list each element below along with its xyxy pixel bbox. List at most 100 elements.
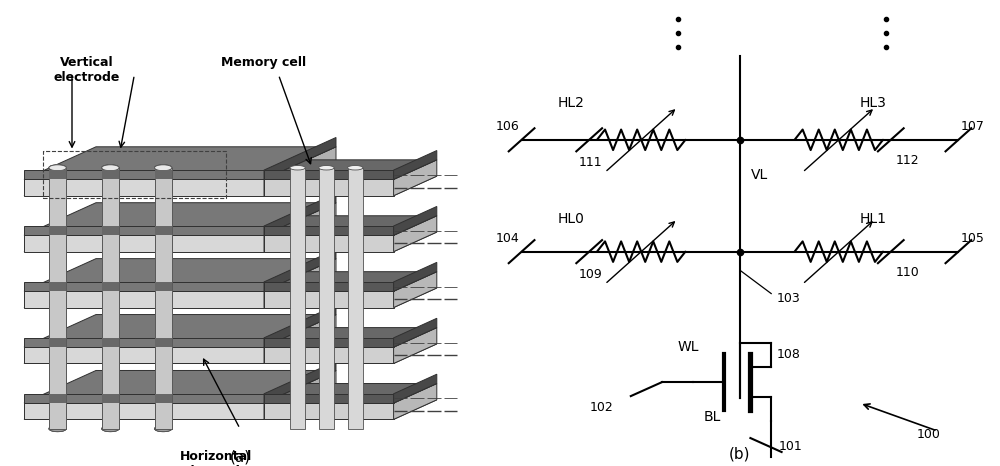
- Polygon shape: [155, 226, 172, 235]
- Polygon shape: [49, 338, 66, 347]
- Polygon shape: [264, 394, 394, 403]
- Polygon shape: [264, 338, 394, 347]
- Polygon shape: [102, 394, 119, 403]
- Polygon shape: [264, 282, 394, 291]
- Polygon shape: [24, 370, 336, 403]
- Polygon shape: [155, 170, 172, 179]
- Ellipse shape: [102, 426, 119, 432]
- Polygon shape: [102, 170, 119, 179]
- Polygon shape: [264, 259, 336, 308]
- Polygon shape: [49, 338, 66, 347]
- Ellipse shape: [49, 426, 66, 432]
- Polygon shape: [49, 282, 66, 291]
- Polygon shape: [102, 338, 119, 347]
- Polygon shape: [24, 347, 264, 363]
- Ellipse shape: [155, 426, 172, 432]
- Polygon shape: [394, 272, 437, 308]
- Polygon shape: [24, 235, 264, 252]
- Polygon shape: [264, 137, 336, 179]
- Text: HL0: HL0: [558, 212, 585, 226]
- Ellipse shape: [155, 165, 172, 171]
- Polygon shape: [24, 394, 264, 403]
- Polygon shape: [394, 328, 437, 363]
- Polygon shape: [155, 338, 172, 347]
- Polygon shape: [24, 179, 264, 196]
- Polygon shape: [155, 170, 172, 179]
- Polygon shape: [102, 168, 119, 429]
- Text: 106: 106: [495, 120, 519, 133]
- Polygon shape: [264, 147, 336, 196]
- Ellipse shape: [102, 165, 119, 171]
- Text: Horizontal
electrode: Horizontal electrode: [180, 450, 252, 466]
- Polygon shape: [155, 394, 172, 403]
- Text: 101: 101: [779, 440, 803, 453]
- Ellipse shape: [155, 165, 172, 171]
- Polygon shape: [319, 168, 334, 429]
- Polygon shape: [49, 394, 66, 403]
- Polygon shape: [24, 275, 336, 308]
- Text: BL: BL: [704, 410, 721, 424]
- Polygon shape: [264, 315, 336, 363]
- Polygon shape: [394, 151, 437, 179]
- Polygon shape: [102, 282, 119, 291]
- Polygon shape: [155, 226, 172, 235]
- Polygon shape: [155, 226, 172, 235]
- Polygon shape: [102, 282, 119, 291]
- Polygon shape: [102, 394, 119, 403]
- Polygon shape: [394, 206, 437, 235]
- Text: 103: 103: [776, 292, 800, 305]
- Polygon shape: [155, 338, 172, 347]
- Ellipse shape: [49, 165, 66, 171]
- Polygon shape: [264, 272, 437, 291]
- Text: Vertical
electrode: Vertical electrode: [53, 56, 120, 84]
- Ellipse shape: [155, 165, 172, 171]
- Polygon shape: [264, 203, 336, 252]
- Text: 100: 100: [917, 428, 941, 441]
- Text: WL: WL: [678, 340, 699, 354]
- Polygon shape: [49, 226, 66, 235]
- Text: 107: 107: [961, 120, 985, 133]
- Polygon shape: [102, 226, 119, 235]
- Polygon shape: [264, 291, 394, 308]
- Polygon shape: [155, 394, 172, 403]
- Ellipse shape: [102, 165, 119, 171]
- Polygon shape: [264, 160, 437, 179]
- Polygon shape: [264, 249, 336, 291]
- Polygon shape: [348, 168, 363, 429]
- Polygon shape: [24, 163, 336, 196]
- Text: HL1: HL1: [860, 212, 887, 226]
- Text: 105: 105: [961, 232, 985, 245]
- Text: 104: 104: [495, 232, 519, 245]
- Polygon shape: [394, 216, 437, 252]
- Polygon shape: [155, 394, 172, 403]
- Polygon shape: [155, 282, 172, 291]
- Text: 108: 108: [776, 348, 800, 361]
- Polygon shape: [49, 168, 66, 429]
- Polygon shape: [49, 170, 66, 179]
- Polygon shape: [264, 344, 437, 363]
- Text: 109: 109: [579, 268, 603, 281]
- Polygon shape: [24, 403, 264, 419]
- Polygon shape: [102, 394, 119, 403]
- Polygon shape: [102, 226, 119, 235]
- Polygon shape: [102, 338, 119, 347]
- Polygon shape: [394, 160, 437, 196]
- Polygon shape: [264, 328, 437, 347]
- Ellipse shape: [348, 165, 363, 170]
- Ellipse shape: [155, 426, 172, 432]
- Polygon shape: [394, 318, 437, 347]
- Ellipse shape: [290, 165, 305, 170]
- Polygon shape: [49, 282, 66, 291]
- Polygon shape: [264, 400, 437, 419]
- Polygon shape: [155, 168, 172, 429]
- Polygon shape: [394, 384, 437, 419]
- Text: VL: VL: [750, 168, 768, 182]
- Polygon shape: [264, 193, 336, 235]
- Text: HL2: HL2: [558, 96, 585, 110]
- Polygon shape: [264, 179, 394, 196]
- Polygon shape: [102, 226, 119, 235]
- Text: (a): (a): [229, 449, 251, 464]
- Polygon shape: [49, 168, 66, 429]
- Polygon shape: [264, 384, 437, 403]
- Text: 102: 102: [589, 401, 613, 414]
